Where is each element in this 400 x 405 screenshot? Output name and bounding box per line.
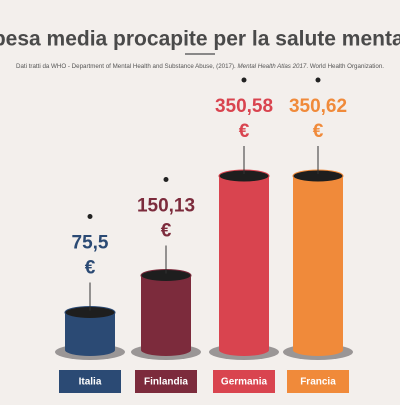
value-label: 75,5: [72, 233, 109, 254]
source: Dati tratti da WHO - Department of Menta…: [16, 63, 384, 70]
pin-dot: [315, 77, 321, 83]
category-box: [59, 370, 121, 393]
source-part: Mental Health Atlas 2017: [237, 63, 306, 70]
x-tick-label: Finlandia: [144, 377, 188, 388]
currency-label: €: [313, 121, 324, 142]
pin-dot: [87, 214, 93, 220]
x-tick-label: Germania: [221, 377, 268, 388]
category-box: [213, 370, 275, 393]
pin-dot: [241, 77, 247, 83]
source-part: Dati tratti da WHO - Department of Menta…: [16, 63, 237, 70]
x-tick-label: Francia: [300, 377, 336, 388]
currency-label: €: [239, 121, 250, 142]
source-part: . World Health Organization.: [306, 63, 384, 70]
pin-dot: [163, 176, 169, 182]
currency-label: €: [161, 221, 172, 242]
x-tick-label: Italia: [79, 377, 102, 388]
bar: [293, 176, 343, 350]
currency-label: €: [85, 258, 96, 279]
bar: [141, 275, 191, 350]
category-box: [135, 370, 197, 393]
value-label: 350,62: [289, 96, 347, 117]
chart-title: Spesa media procapite per la salute ment…: [0, 28, 400, 51]
category-box: [287, 370, 349, 393]
value-label: 150,13: [137, 196, 195, 217]
bar: [219, 176, 269, 350]
value-label: 350,58: [215, 96, 273, 117]
